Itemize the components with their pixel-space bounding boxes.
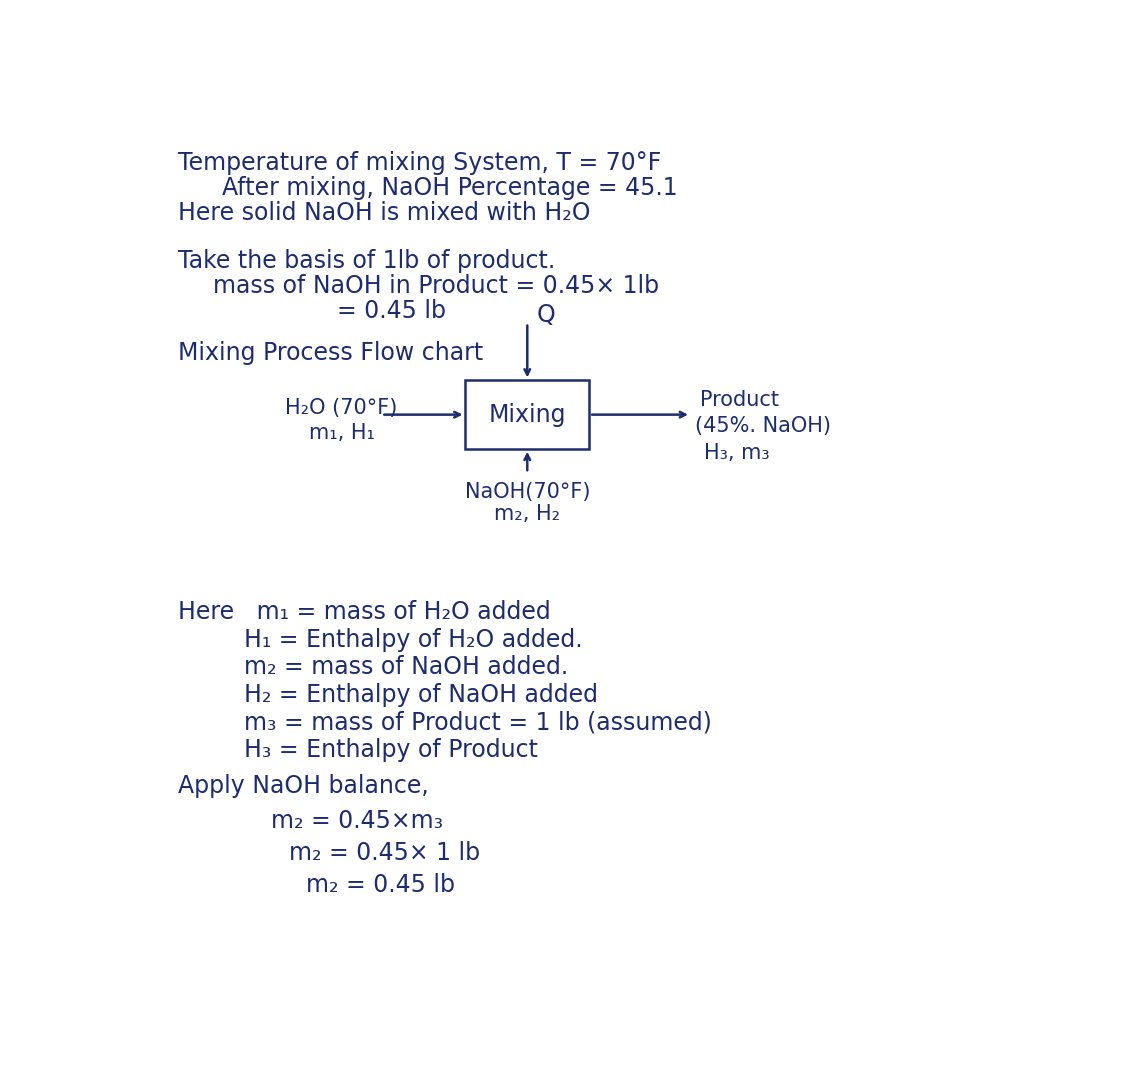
Text: H₃ = Enthalpy of Product: H₃ = Enthalpy of Product	[244, 738, 539, 762]
Text: Mixing: Mixing	[488, 403, 566, 427]
Text: H₃, m₃: H₃, m₃	[704, 443, 770, 463]
Text: m₂ = 0.45× 1 lb: m₂ = 0.45× 1 lb	[289, 841, 479, 866]
Text: m₂ = mass of NaOH added.: m₂ = mass of NaOH added.	[244, 656, 568, 680]
Text: After mixing, NaOH Percentage = 45.1: After mixing, NaOH Percentage = 45.1	[222, 176, 678, 200]
Text: Q: Q	[536, 303, 555, 327]
Text: Here solid NaOH is mixed with H₂O: Here solid NaOH is mixed with H₂O	[178, 201, 591, 226]
Text: m₂ = 0.45×m₃: m₂ = 0.45×m₃	[270, 809, 443, 833]
Text: m₂, H₂: m₂, H₂	[494, 504, 560, 525]
Bar	[466, 380, 589, 449]
Text: Mixing Process Flow chart: Mixing Process Flow chart	[178, 341, 484, 365]
Text: Apply NaOH balance,: Apply NaOH balance,	[178, 774, 429, 798]
Text: H₂ = Enthalpy of NaOH added: H₂ = Enthalpy of NaOH added	[244, 683, 598, 707]
Text: (45%. NaOH): (45%. NaOH)	[695, 416, 832, 437]
Text: Product: Product	[699, 390, 778, 409]
Text: NaOH(70°F): NaOH(70°F)	[464, 481, 590, 502]
Text: H₁ = Enthalpy of H₂O added.: H₁ = Enthalpy of H₂O added.	[244, 628, 583, 652]
Text: m₁, H₁: m₁, H₁	[309, 424, 374, 443]
Text: m₂ = 0.45 lb: m₂ = 0.45 lb	[306, 873, 455, 897]
Text: = 0.45 lb: = 0.45 lb	[338, 300, 446, 324]
Text: Here   m₁ = mass of H₂O added: Here m₁ = mass of H₂O added	[178, 601, 551, 624]
Text: m₃ = mass of Product = 1 lb (assumed): m₃ = mass of Product = 1 lb (assumed)	[244, 710, 712, 734]
Text: mass of NaOH in Product = 0.45× 1lb: mass of NaOH in Product = 0.45× 1lb	[213, 274, 659, 299]
Text: H₂O (70°F): H₂O (70°F)	[285, 397, 398, 418]
Text: Temperature of mixing System, T = 70°F: Temperature of mixing System, T = 70°F	[178, 151, 662, 175]
Text: Take the basis of 1lb of product.: Take the basis of 1lb of product.	[178, 249, 556, 273]
